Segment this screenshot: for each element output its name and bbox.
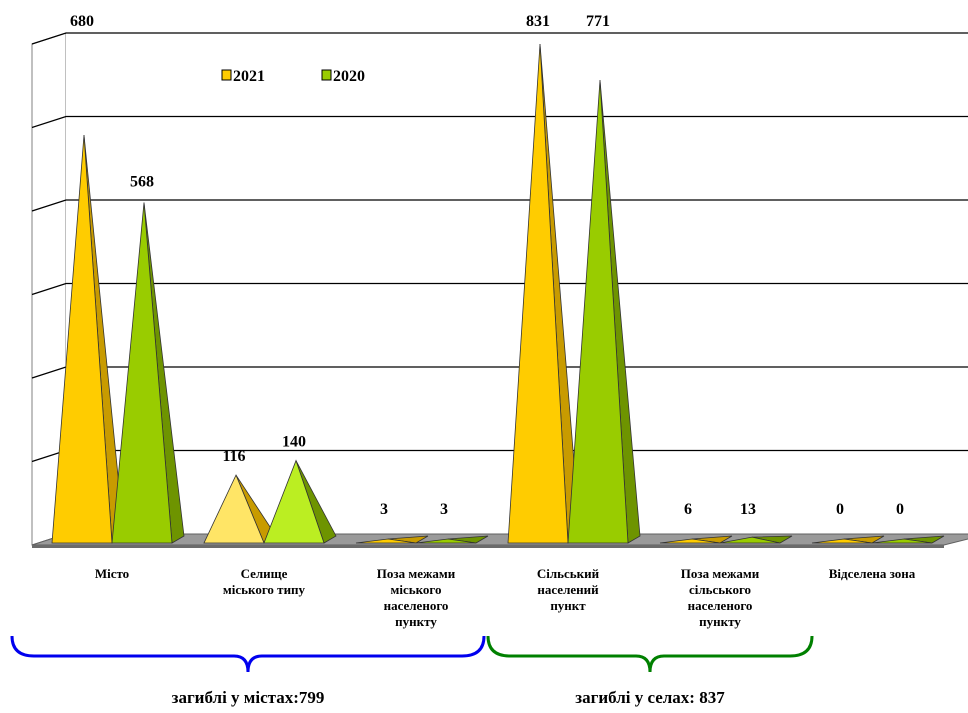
bar-2021-2 [355,535,429,544]
category-label-4: Поза межами сільського населеного пункту [681,566,760,629]
category-label-1: Селище міського типу [223,566,306,597]
bar-front-face [111,202,173,544]
gridline [31,32,968,45]
value-label-2021-1: 116 [222,448,245,465]
value-label-2020-0: 568 [130,174,154,191]
legend-swatch [221,69,232,81]
legend-item-2021: 2021 [221,68,265,85]
bar-front-face [263,459,325,544]
gridline [31,282,968,296]
bar-front-face [811,538,873,544]
bar-front-face [415,538,477,544]
bar-front-face [567,80,629,544]
value-label-2020-1: 140 [282,434,306,451]
bars [51,43,945,544]
value-label-2021-0: 680 [70,13,94,30]
bar-front-face [51,135,113,544]
bar-2021-5 [811,535,885,544]
bar-2020-3 [567,80,641,544]
bar-front-face [203,474,265,544]
group-braces: загиблі у містах:799 загиблі у селах: 837 [10,635,814,707]
category-label-3: Сільський населений пункт [537,566,600,613]
category-label-0: Місто [95,566,129,581]
value-label-2021-4: 6 [684,501,692,518]
value-label-2020-3: 771 [586,13,610,30]
bar-front-face [871,538,933,544]
value-label-2020-2: 3 [440,501,448,518]
floor-edge [32,545,944,548]
bar-2020-4 [719,535,793,544]
legend-label: 2021 [233,68,265,85]
value-label-2021-5: 0 [836,501,844,518]
gridline [31,199,968,212]
bar-2020-5 [871,535,945,544]
bar-2021-4 [659,535,733,544]
group-brace-1 [486,635,814,673]
bar-front-face [355,538,417,544]
category-label-2: Поза межами міського населеного пункту [377,566,456,629]
bar-front-face [507,43,569,544]
legend-item-2020: 2020 [321,68,365,85]
bar-2020-0 [111,202,185,544]
bar-2020-2 [415,535,489,544]
category-label-5: Відселена зона [829,566,916,581]
value-labels: 680 116 3 831 6 0 568 140 3 771 13 0 [70,13,904,518]
value-label-2021-2: 3 [380,501,388,518]
group-label-0: загиблі у містах:799 [172,688,325,707]
value-label-2021-3: 831 [526,13,550,30]
group-brace-0 [10,635,486,673]
value-label-2020-4: 13 [740,501,756,518]
legend-swatch [321,69,332,81]
group-label-1: загиблі у селах: 837 [575,688,725,707]
bar-2020-1 [263,459,337,544]
bar-front-face [659,538,721,544]
category-labels: Місто Селище міського типу Поза межами міськ… [95,566,916,629]
bar-2021-0 [51,134,125,544]
legend: 2021 2020 [221,68,365,85]
gridline [31,115,968,129]
value-label-2020-5: 0 [896,501,904,518]
bar-2021-1 [203,474,277,544]
legend-label: 2020 [333,68,365,85]
bar-front-face [719,536,781,544]
